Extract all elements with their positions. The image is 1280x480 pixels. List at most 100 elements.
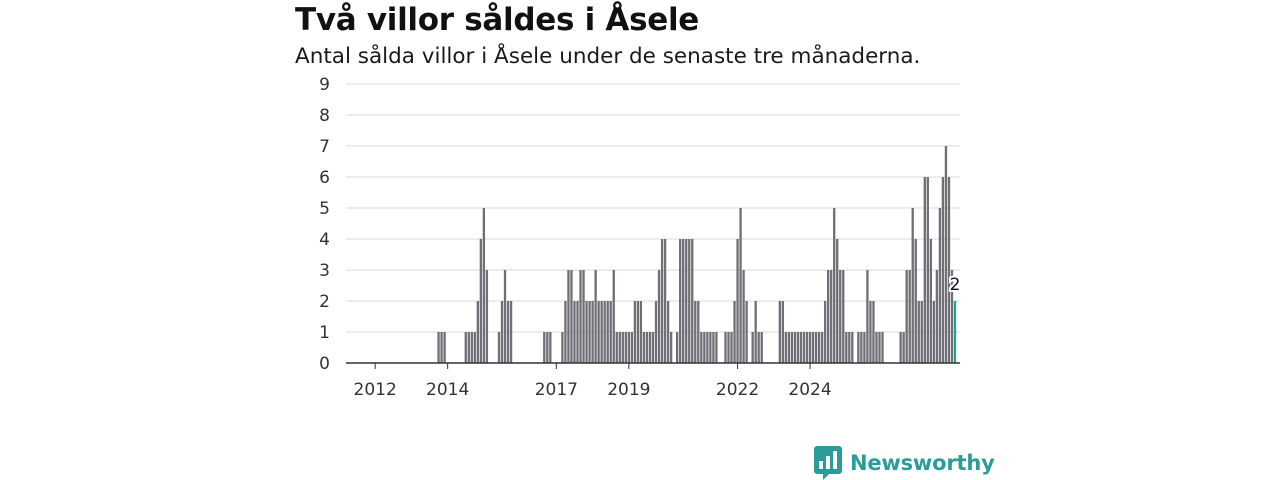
bar: [845, 332, 848, 363]
bar: [485, 270, 489, 363]
bar: [839, 270, 842, 363]
bar: [624, 332, 627, 363]
bar: [549, 332, 552, 363]
bar: [814, 332, 818, 363]
bar: [899, 332, 902, 363]
bar: [669, 332, 673, 363]
bar: [914, 239, 917, 363]
bar: [688, 239, 691, 363]
x-tick-label: 2019: [607, 380, 650, 400]
bar: [676, 332, 679, 363]
bar: [820, 332, 824, 363]
bar: [506, 301, 510, 363]
bar: [941, 177, 945, 363]
bar: [778, 301, 781, 363]
bar: [905, 270, 908, 363]
y-tick-label: 1: [319, 323, 330, 343]
bar: [878, 332, 881, 363]
bar: [546, 332, 549, 363]
bar: [872, 301, 875, 363]
bar: [851, 332, 854, 363]
bar: [938, 208, 942, 363]
bar: [697, 301, 700, 363]
y-tick-label: 2: [319, 292, 330, 312]
y-tick-label: 3: [319, 261, 330, 281]
bar: [923, 177, 926, 363]
bar: [500, 301, 504, 363]
bar: [920, 301, 923, 363]
bar: [682, 239, 685, 363]
bar: [827, 270, 830, 363]
axes: 0 1 2 3 4 5 6 7 8 9 2012 2014 2017 2019 2022 2024 2: [319, 75, 962, 400]
bar: [576, 301, 579, 363]
bar: [848, 332, 851, 363]
bar: [739, 208, 742, 363]
bar: [603, 301, 606, 363]
bar: [636, 301, 640, 363]
x-tick-label: 2017: [535, 380, 578, 400]
bar: [543, 332, 546, 363]
bar: [935, 270, 939, 363]
bar: [651, 332, 655, 363]
bar: [482, 208, 486, 363]
bar: [911, 208, 914, 363]
bar: [657, 270, 661, 363]
bars: [437, 146, 957, 363]
bar: [630, 332, 634, 363]
newsworthy-logo[interactable]: Newsworthy: [814, 446, 995, 480]
bar: [600, 301, 603, 363]
bar: [808, 332, 812, 363]
y-tick-label: 8: [319, 106, 330, 126]
bar: [790, 332, 794, 363]
bar: [567, 270, 570, 363]
chart-subtitle: Antal sålda villor i Åsele under de sena…: [295, 44, 921, 69]
bar: [947, 177, 951, 363]
bar: [805, 332, 809, 363]
bar: [869, 301, 872, 363]
bar: [799, 332, 803, 363]
brand-name: Newsworthy: [850, 451, 995, 475]
bar: [579, 270, 582, 363]
bar: [700, 332, 703, 363]
bar: [473, 332, 476, 363]
bar: [691, 239, 694, 363]
bar: [833, 208, 836, 363]
bar: [950, 270, 954, 363]
bar: [754, 301, 757, 363]
bar: [706, 332, 709, 363]
bar: [570, 270, 573, 363]
bar: [742, 270, 745, 363]
bar: [857, 332, 860, 363]
bar: [694, 301, 697, 363]
bar: [479, 239, 483, 363]
y-tick-label: 7: [319, 137, 330, 157]
bar: [679, 239, 682, 363]
y-tick-label: 9: [319, 75, 330, 95]
y-tick-label: 6: [319, 168, 330, 188]
bar: [654, 301, 658, 363]
gridlines: [346, 83, 960, 333]
bar: [627, 332, 630, 363]
bar: [787, 332, 791, 363]
bar: [781, 301, 785, 363]
bar: [561, 332, 564, 363]
bar-highlight: [953, 301, 957, 363]
bar: [881, 332, 884, 363]
bar: [503, 270, 507, 363]
bar: [509, 301, 513, 363]
x-tick-label: 2012: [354, 380, 397, 400]
bar: [618, 332, 621, 363]
bar: [929, 239, 932, 363]
bar: [585, 301, 588, 363]
bar: [817, 332, 821, 363]
bar: [591, 301, 594, 363]
bar: [836, 239, 839, 363]
bar: [724, 332, 727, 363]
bar: [784, 332, 788, 363]
x-tick-label: 2022: [716, 380, 759, 400]
bar: [830, 270, 833, 363]
bar: [440, 332, 443, 363]
bar: [730, 332, 733, 363]
newsworthy-logo-icon: [814, 446, 842, 480]
bar: [645, 332, 649, 363]
